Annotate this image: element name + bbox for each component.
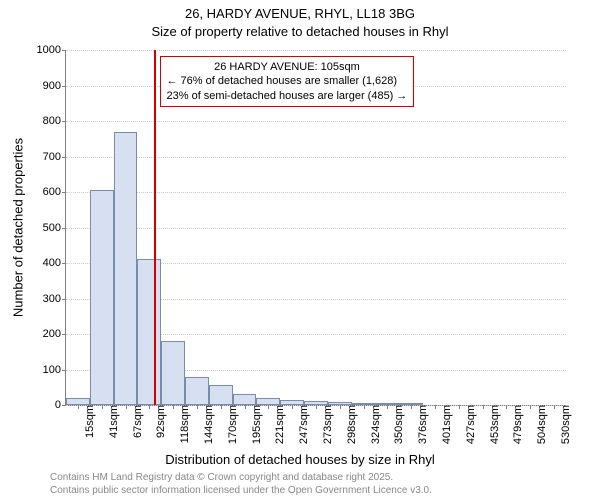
ytick-label: 100 — [43, 364, 66, 376]
xtick-mark — [173, 405, 174, 409]
xtick-mark — [459, 405, 460, 409]
xtick-mark — [221, 405, 222, 409]
ytick-label: 400 — [43, 257, 66, 269]
xtick-mark — [364, 405, 365, 409]
ytick-label: 0 — [55, 399, 66, 411]
xtick-label: 479sqm — [510, 405, 524, 444]
xtick-mark — [126, 405, 127, 409]
histogram-bar — [256, 398, 280, 405]
xtick-mark — [387, 405, 388, 409]
ytick-label: 900 — [43, 80, 66, 92]
histogram-bar — [185, 377, 209, 405]
ytick-label: 700 — [43, 151, 66, 163]
gridline — [66, 50, 566, 51]
marker-line — [154, 50, 156, 405]
ytick-label: 800 — [43, 115, 66, 127]
histogram-bar — [90, 190, 114, 405]
xtick-mark — [435, 405, 436, 409]
xtick-mark — [554, 405, 555, 409]
histogram-bar — [209, 385, 233, 405]
histogram-bar — [233, 394, 257, 405]
histogram-bar — [137, 259, 161, 405]
xtick-label: 221sqm — [272, 405, 286, 444]
ytick-label: 200 — [43, 328, 66, 340]
xtick-label: 401sqm — [439, 405, 453, 444]
xtick-label: 92sqm — [153, 405, 167, 438]
y-axis-label: Number of detached properties — [11, 128, 26, 328]
histogram-bar — [114, 132, 138, 405]
chart-subtitle: Size of property relative to detached ho… — [0, 24, 600, 39]
x-axis-label: Distribution of detached houses by size … — [0, 452, 600, 467]
xtick-label: 273sqm — [320, 405, 334, 444]
xtick-mark — [530, 405, 531, 409]
xtick-label: 298sqm — [344, 405, 358, 444]
xtick-label: 144sqm — [201, 405, 215, 444]
xtick-label: 195sqm — [249, 405, 263, 444]
xtick-mark — [292, 405, 293, 409]
xtick-label: 530sqm — [558, 405, 572, 444]
annotation-smaller: ← 76% of detached houses are smaller (1,… — [167, 74, 408, 88]
xtick-mark — [149, 405, 150, 409]
xtick-label: 376sqm — [415, 405, 429, 444]
xtick-label: 15sqm — [82, 405, 96, 438]
xtick-label: 41sqm — [106, 405, 120, 438]
footer-line-1: Contains HM Land Registry data © Crown c… — [50, 472, 393, 483]
xtick-mark — [340, 405, 341, 409]
histogram-bar — [66, 398, 90, 405]
xtick-mark — [78, 405, 79, 409]
chart-container: 26, HARDY AVENUE, RHYL, LL18 3BG Size of… — [0, 0, 600, 500]
footer-line-2: Contains public sector information licen… — [50, 485, 432, 496]
xtick-mark — [506, 405, 507, 409]
xtick-mark — [245, 405, 246, 409]
chart-title: 26, HARDY AVENUE, RHYL, LL18 3BG — [0, 6, 600, 21]
xtick-mark — [483, 405, 484, 409]
plot-area: 0100200300400500600700800900100015sqm41s… — [65, 50, 566, 406]
gridline — [66, 192, 566, 193]
ytick-label: 600 — [43, 186, 66, 198]
gridline — [66, 121, 566, 122]
xtick-mark — [197, 405, 198, 409]
gridline — [66, 157, 566, 158]
xtick-label: 350sqm — [391, 405, 405, 444]
xtick-label: 427sqm — [463, 405, 477, 444]
annotation-larger: 23% of semi-detached houses are larger (… — [167, 89, 408, 103]
xtick-mark — [102, 405, 103, 409]
ytick-label: 1000 — [37, 44, 66, 56]
ytick-label: 300 — [43, 293, 66, 305]
gridline — [66, 228, 566, 229]
xtick-label: 247sqm — [296, 405, 310, 444]
xtick-mark — [411, 405, 412, 409]
annotation-box: 26 HARDY AVENUE: 105sqm← 76% of detached… — [160, 56, 415, 107]
xtick-label: 118sqm — [177, 405, 191, 443]
annotation-title: 26 HARDY AVENUE: 105sqm — [167, 60, 408, 74]
xtick-mark — [268, 405, 269, 409]
xtick-label: 170sqm — [225, 405, 239, 444]
xtick-label: 324sqm — [368, 405, 382, 444]
xtick-label: 67sqm — [130, 405, 144, 438]
ytick-label: 500 — [43, 222, 66, 234]
histogram-bar — [161, 341, 185, 405]
xtick-label: 504sqm — [534, 405, 548, 444]
xtick-mark — [316, 405, 317, 409]
xtick-label: 453sqm — [487, 405, 501, 444]
